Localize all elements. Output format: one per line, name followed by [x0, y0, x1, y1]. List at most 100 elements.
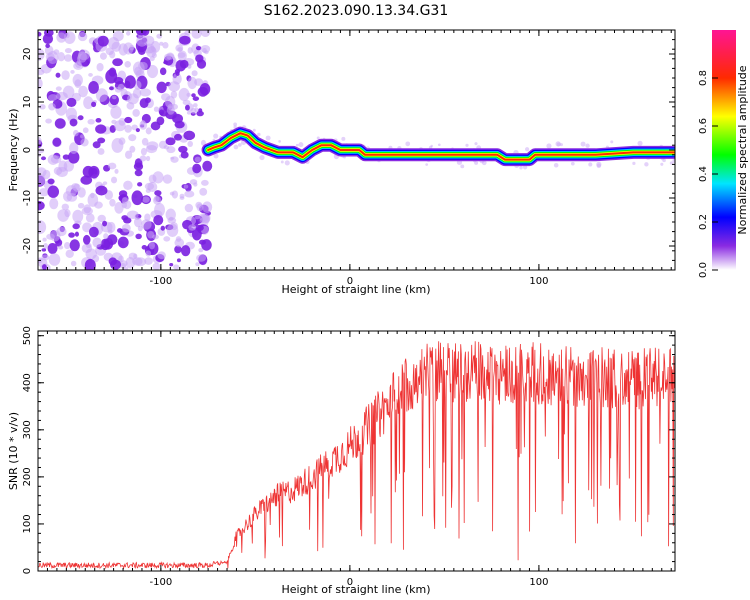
spectrogram-x-tick-label: 100 — [529, 276, 548, 287]
noise-speckle — [166, 105, 175, 115]
noise-speckle — [197, 86, 209, 97]
snr-y-tick-label: 300 — [22, 420, 33, 439]
noise-speckle — [172, 113, 184, 124]
noise-speckle — [71, 183, 80, 191]
noise-speckle — [119, 263, 126, 269]
ridge-speckle — [405, 141, 411, 147]
noise-speckle — [118, 195, 123, 201]
noise-speckle — [131, 190, 143, 206]
noise-speckle — [118, 190, 128, 198]
spectrogram-y-tick-label: 10 — [22, 96, 33, 109]
noise-speckle — [55, 86, 62, 91]
noise-speckle — [124, 116, 133, 124]
noise-speckle — [124, 60, 131, 68]
noise-speckle — [41, 254, 50, 261]
noise-speckle — [128, 134, 137, 142]
ridge-speckle — [610, 140, 614, 144]
noise-speckle — [77, 115, 84, 121]
noise-speckle — [112, 58, 123, 67]
ridge-speckle — [298, 142, 304, 148]
noise-speckle — [162, 41, 169, 49]
noise-speckle — [175, 236, 182, 242]
spectrogram-y-tick-label: -10 — [22, 190, 33, 206]
noise-speckle — [179, 35, 191, 45]
noise-speckle — [165, 137, 176, 146]
noise-speckle — [66, 97, 77, 108]
noise-speckle — [42, 237, 47, 242]
snr-ticks: -100 0 100 0 100 200 300 400 500 — [22, 326, 675, 588]
ridge-speckle — [632, 161, 636, 166]
noise-speckle — [123, 180, 133, 190]
noise-speckle — [96, 62, 104, 72]
noise-speckle — [121, 201, 127, 209]
noise-speckle — [192, 163, 202, 174]
noise-speckle — [159, 67, 167, 76]
noise-speckle — [135, 233, 142, 240]
noise-speckle — [68, 232, 75, 238]
ridge-band — [207, 132, 675, 161]
noise-speckle — [121, 223, 131, 233]
noise-speckle — [187, 76, 198, 90]
noise-speckle — [145, 155, 151, 162]
noise-speckle — [140, 219, 152, 230]
noise-speckle — [47, 50, 59, 65]
noise-speckle — [87, 119, 95, 125]
noise-speckle — [95, 124, 107, 134]
noise-speckle — [38, 48, 45, 61]
noise-speckle — [48, 253, 61, 266]
noise-speckle — [56, 166, 68, 178]
snr-x-tick-label: 0 — [347, 577, 353, 588]
noise-speckle — [77, 202, 85, 209]
noise-speckle — [124, 80, 131, 89]
noise-speckle — [109, 86, 114, 91]
noise-speckle — [184, 203, 194, 213]
noise-speckle — [157, 251, 166, 260]
ridge-speckle — [596, 161, 602, 168]
colorbar-tick-label: 0.0 — [698, 262, 709, 278]
noise-speckle — [147, 230, 155, 239]
noise-speckle — [49, 198, 59, 210]
noise-speckle — [126, 31, 131, 36]
noise-speckle — [174, 245, 182, 254]
noise-speckle — [105, 69, 118, 84]
noise-speckle — [178, 145, 188, 153]
noise-speckle — [159, 41, 164, 46]
noise-speckle — [109, 50, 116, 59]
noise-speckle — [148, 241, 155, 250]
noise-speckle — [183, 130, 196, 141]
noise-speckle — [61, 203, 70, 211]
noise-speckle — [95, 185, 108, 196]
noise-speckle — [56, 32, 67, 43]
noise-speckle — [111, 137, 124, 153]
noise-speckle — [126, 210, 139, 220]
ridge-speckle — [425, 163, 429, 166]
noise-speckle — [135, 128, 140, 133]
noise-speckle — [132, 61, 145, 76]
noise-speckle — [133, 217, 142, 228]
noise-speckle — [65, 249, 74, 259]
colorbar-label: Normalized spectral amplitude — [736, 65, 749, 234]
noise-speckle — [77, 32, 88, 42]
noise-speckle — [140, 120, 146, 126]
noise-speckle — [202, 201, 213, 213]
noise-speckle — [43, 243, 48, 249]
ridge-speckle — [588, 162, 593, 167]
noise-speckle — [190, 107, 197, 114]
noise-speckle — [117, 236, 129, 249]
noise-speckle — [114, 86, 122, 93]
noise-speckle — [88, 81, 99, 94]
noise-speckle — [187, 140, 193, 147]
ridge-speckle — [553, 162, 559, 168]
noise-speckle — [41, 156, 46, 161]
noise-speckle — [97, 137, 106, 144]
ridge-speckle — [278, 140, 282, 143]
noise-speckle — [100, 238, 111, 251]
noise-speckle — [158, 140, 168, 149]
noise-speckle — [58, 245, 64, 250]
noise-speckle — [38, 174, 46, 186]
noise-speckle — [139, 155, 147, 162]
noise-speckle — [195, 215, 200, 220]
noise-speckle — [164, 53, 172, 61]
noise-speckle — [83, 96, 94, 110]
